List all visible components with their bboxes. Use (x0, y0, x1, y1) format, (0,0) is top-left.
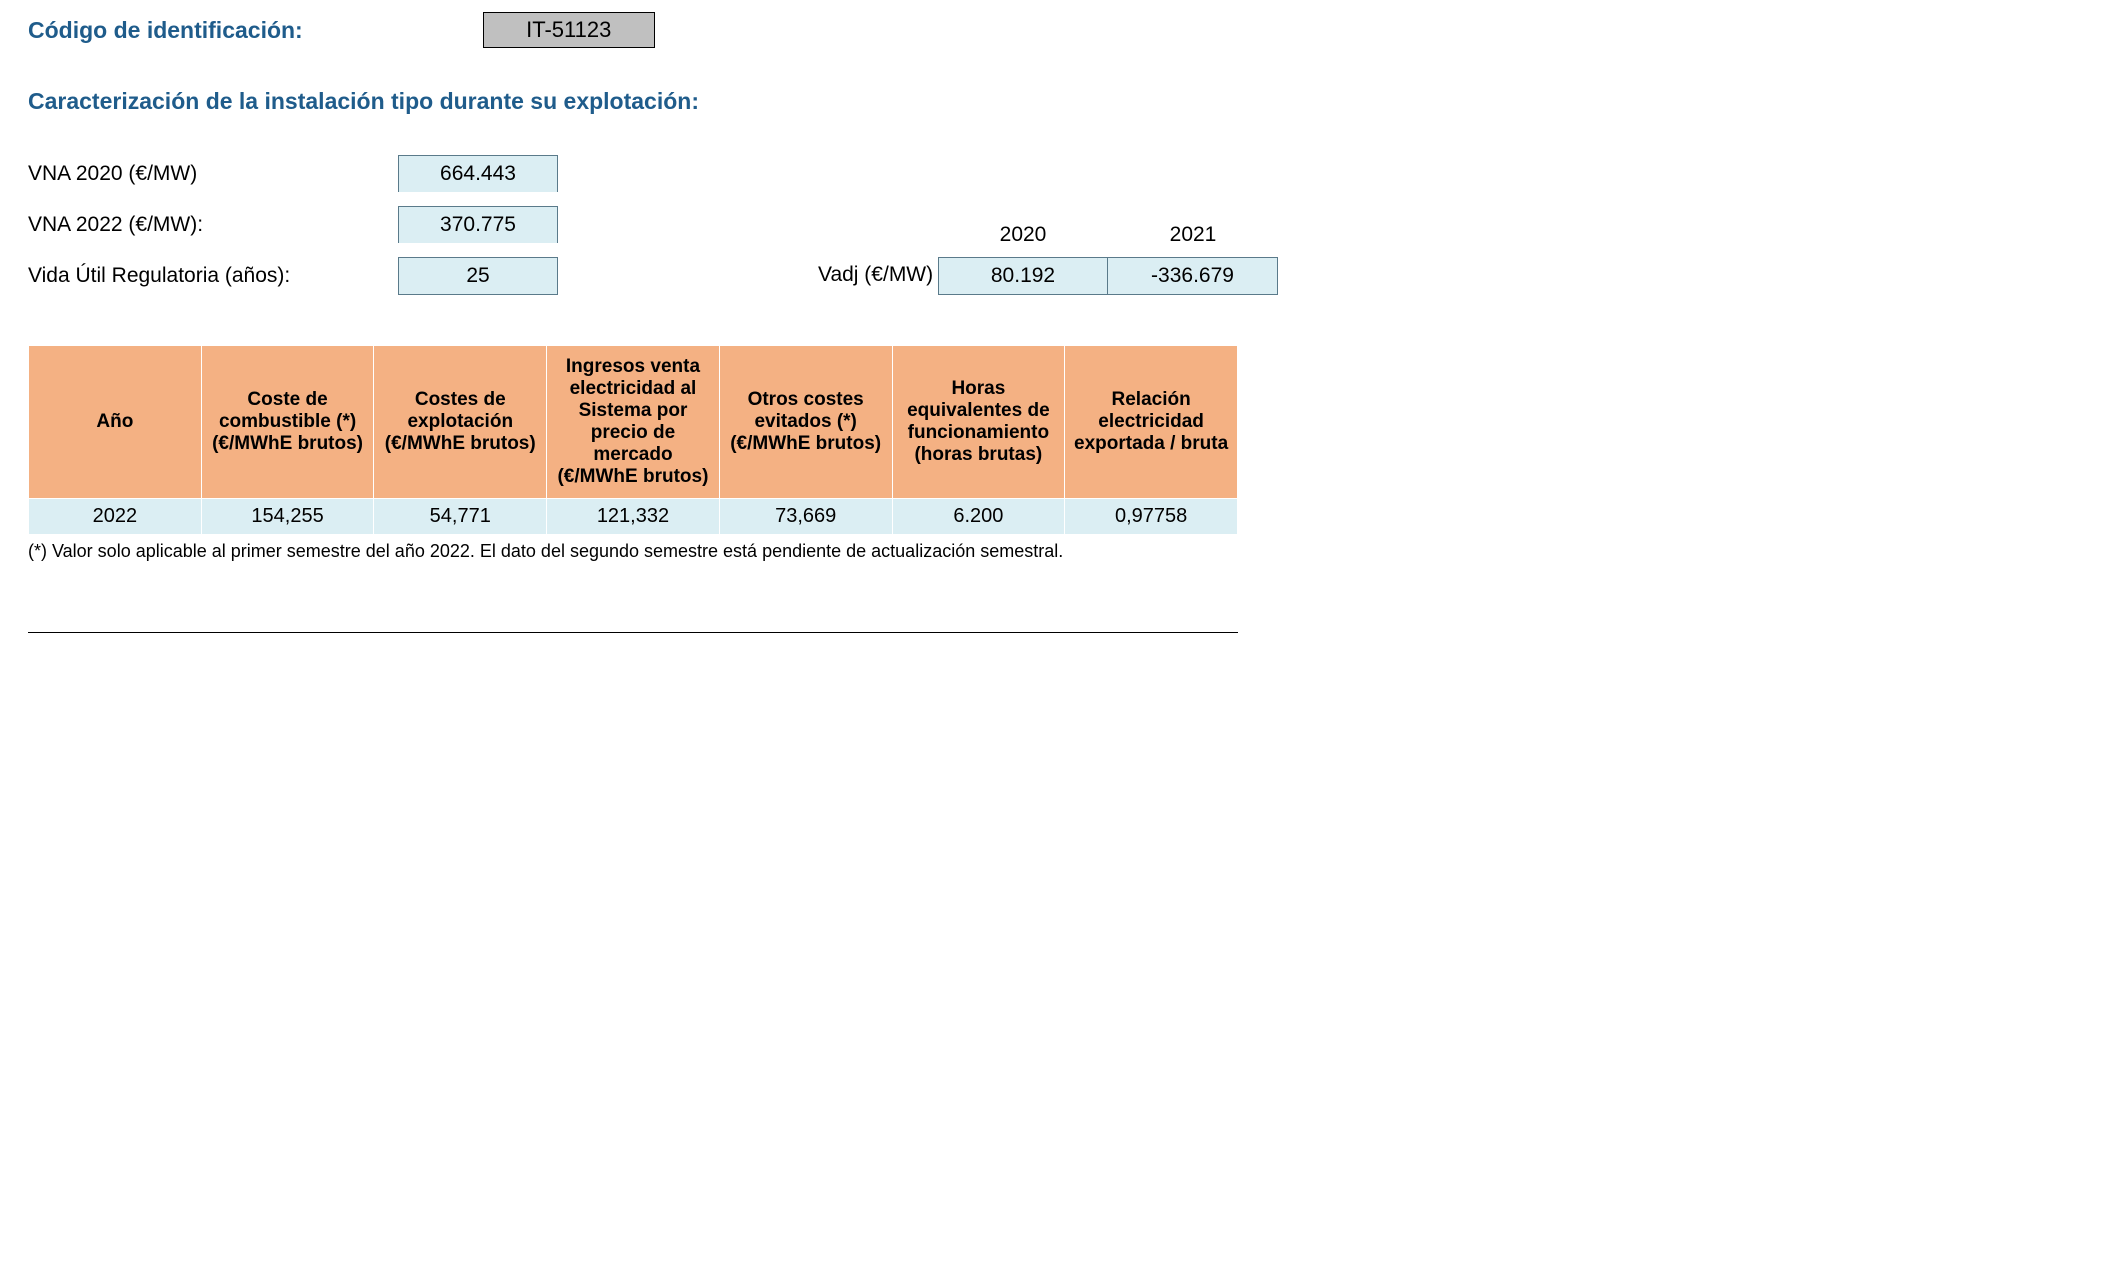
vadj-year-2: 2021 (1108, 223, 1278, 247)
params-left: VNA 2020 (€/MW) 664.443 VNA 2022 (€/MW):… (28, 155, 558, 295)
col-otros: Otros costes evitados (*) (€/MWhE brutos… (719, 346, 892, 499)
col-ingresos: Ingresos venta electricidad al Sistema p… (547, 346, 720, 499)
vadj-year-1: 2020 (938, 223, 1108, 247)
cell-otros: 73,669 (719, 499, 892, 535)
cell-ingresos: 121,332 (547, 499, 720, 535)
col-ano: Año (29, 346, 202, 499)
table-row: 2022 154,255 54,771 121,332 73,669 6.200… (29, 499, 1238, 535)
col-explotacion: Costes de explotación (€/MWhE brutos) (374, 346, 547, 499)
cell-explotacion: 54,771 (374, 499, 547, 535)
codigo-label: Código de identificación: (28, 17, 303, 44)
cell-horas: 6.200 (892, 499, 1065, 535)
caracterizacion-heading: Caracterización de la instalación tipo d… (28, 88, 2098, 115)
col-horas: Horas equivalentes de funcionamiento (ho… (892, 346, 1065, 499)
cell-combustible: 154,255 (201, 499, 374, 535)
vadj-block: 2020 2021 Vadj (€/MW) 80.192 -336.679 (818, 223, 1278, 295)
vadj-val-1: 80.192 (938, 257, 1108, 295)
params-area: VNA 2020 (€/MW) 664.443 VNA 2022 (€/MW):… (28, 155, 2098, 295)
codigo-value: IT-51123 (483, 12, 655, 48)
main-table: Año Coste de combustible (*) (€/MWhE bru… (28, 345, 1238, 535)
footnote: (*) Valor solo aplicable al primer semes… (28, 541, 2098, 562)
separator (28, 632, 1238, 633)
identification-row: Código de identificación: IT-51123 (28, 12, 2098, 48)
vida-label: Vida Útil Regulatoria (años): (28, 264, 398, 288)
vida-value: 25 (398, 257, 558, 295)
vadj-label: Vadj (€/MW) (818, 257, 938, 295)
table-header-row: Año Coste de combustible (*) (€/MWhE bru… (29, 346, 1238, 499)
vna2022-value: 370.775 (398, 206, 558, 243)
vna2020-value: 664.443 (398, 155, 558, 192)
vna2020-label: VNA 2020 (€/MW) (28, 162, 398, 186)
col-combustible: Coste de combustible (*) (€/MWhE brutos) (201, 346, 374, 499)
cell-relacion: 0,97758 (1065, 499, 1238, 535)
vadj-val-2: -336.679 (1108, 257, 1278, 295)
cell-ano: 2022 (29, 499, 202, 535)
col-relacion: Relación electricidad exportada / bruta (1065, 346, 1238, 499)
vna2022-label: VNA 2022 (€/MW): (28, 213, 398, 237)
